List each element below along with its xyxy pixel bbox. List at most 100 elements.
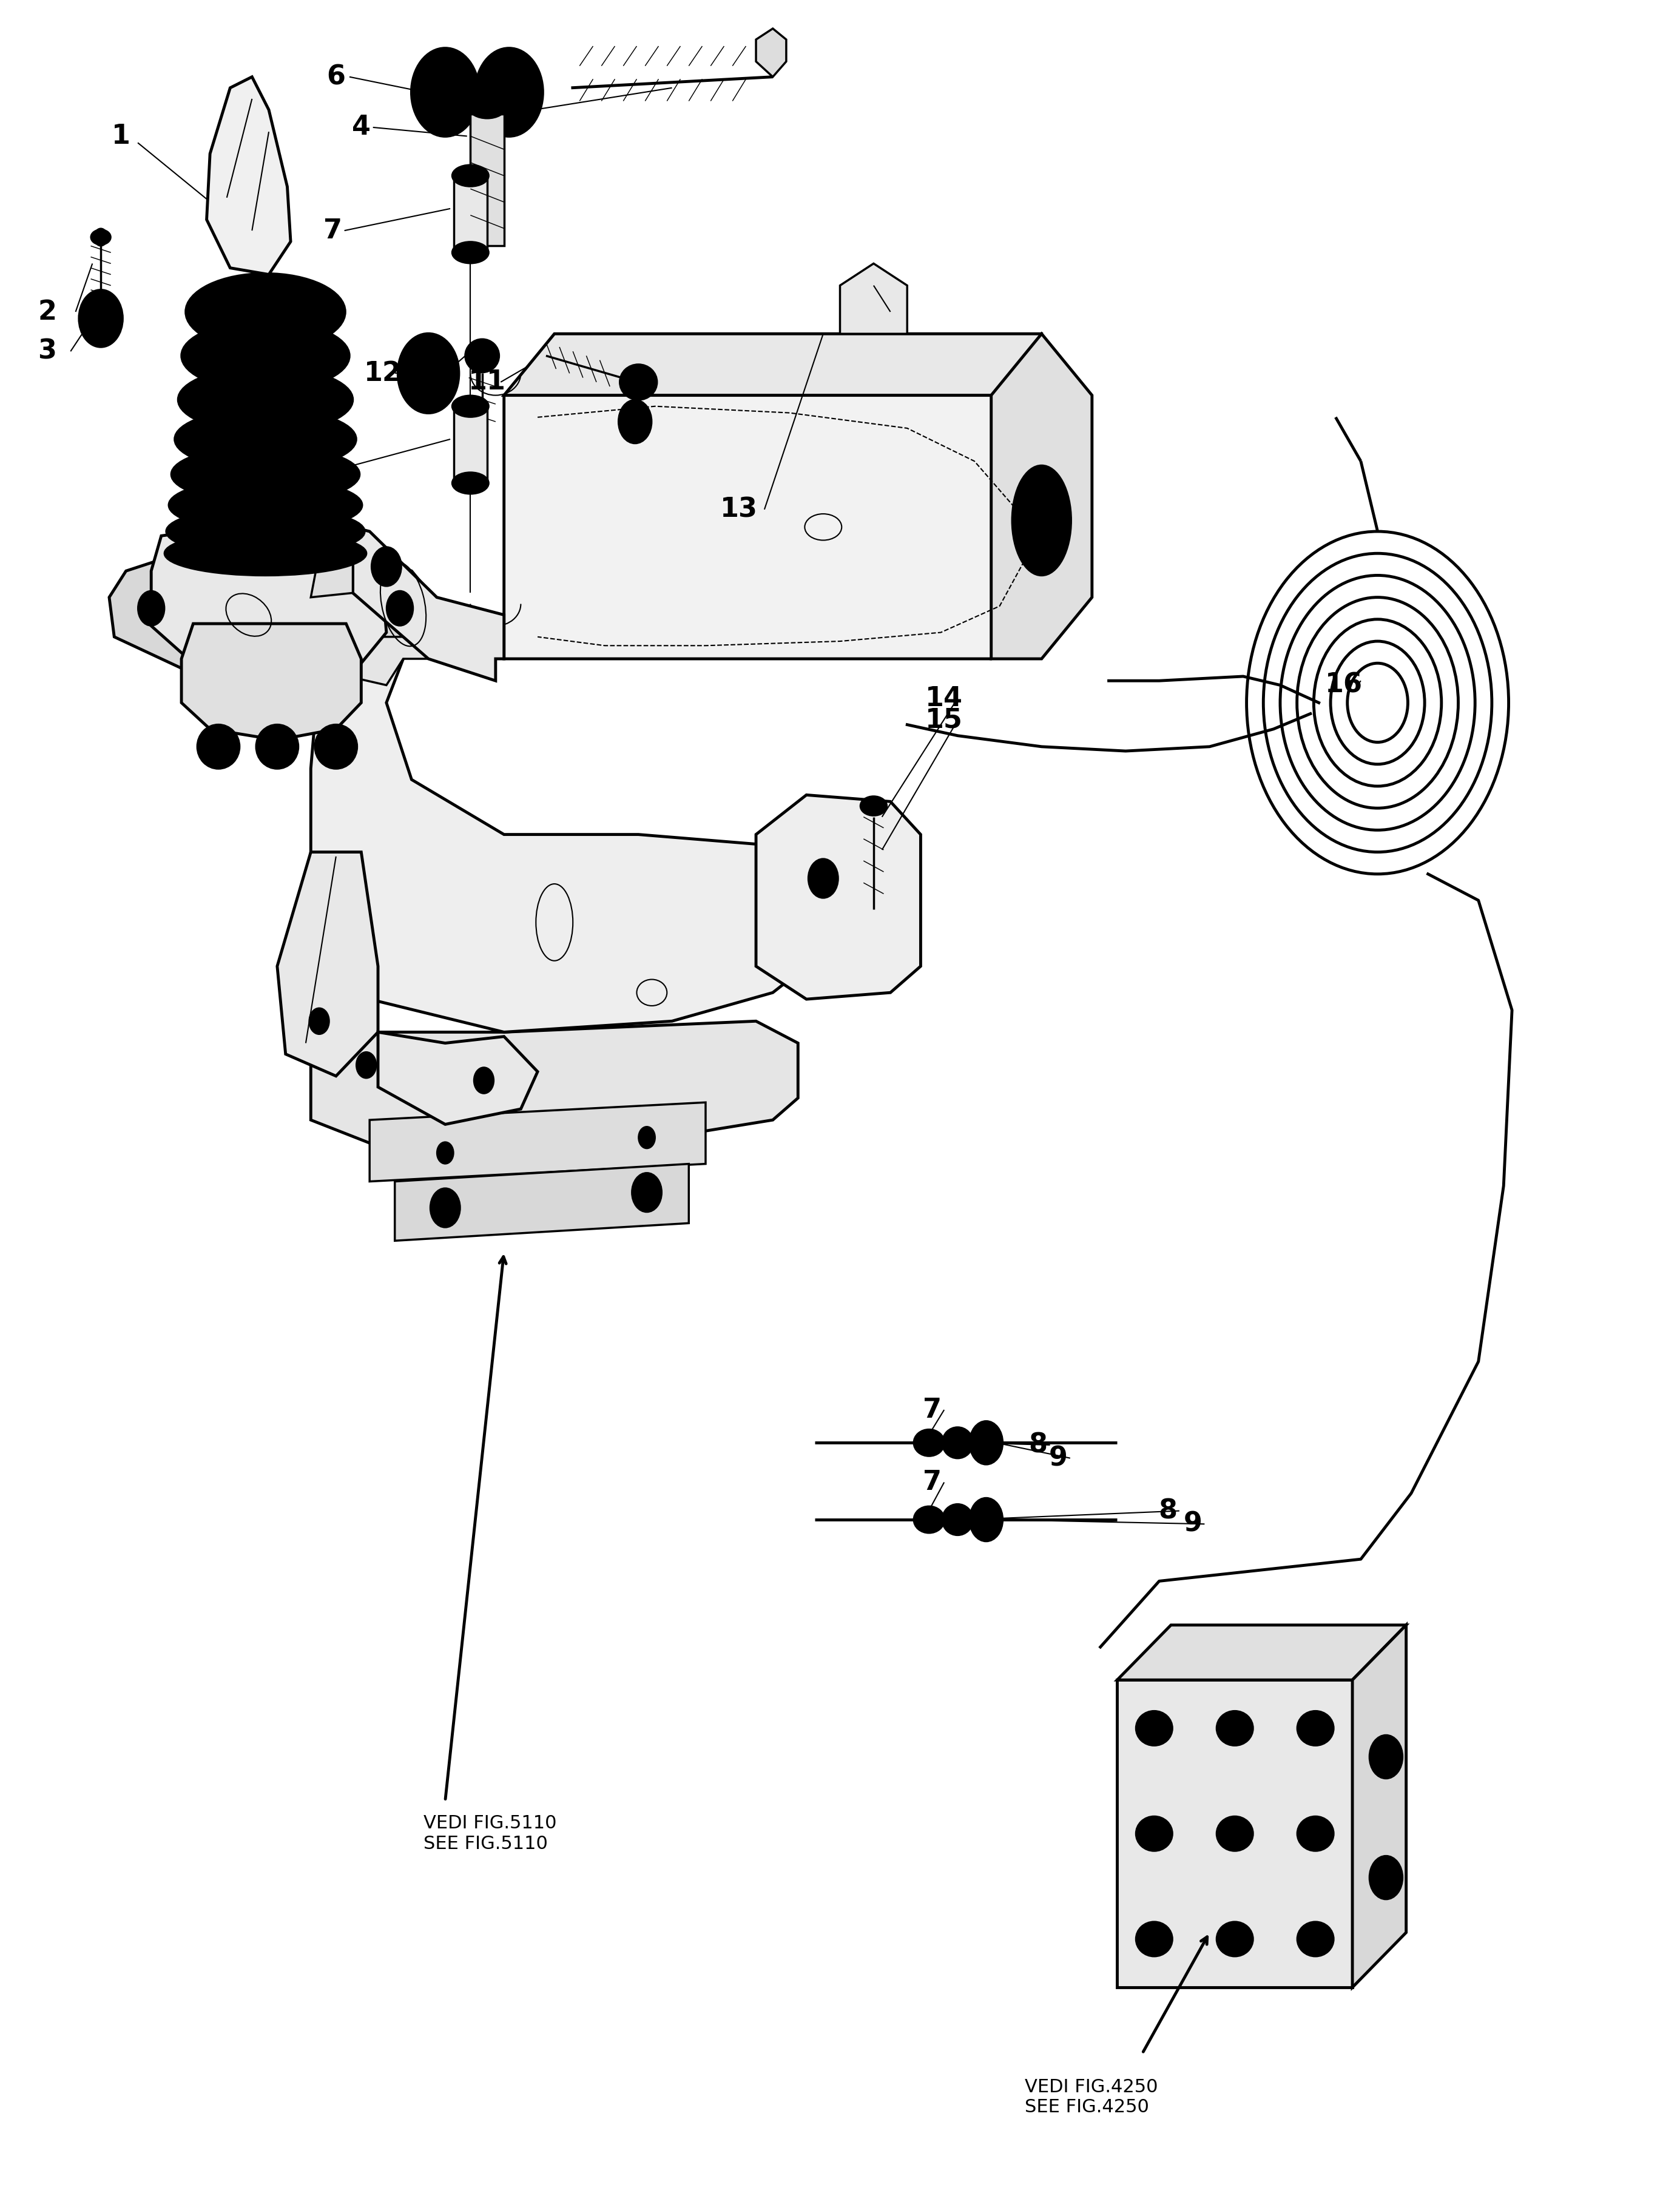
Circle shape [146, 602, 156, 615]
Polygon shape [1117, 1625, 1406, 1680]
Ellipse shape [1011, 466, 1072, 575]
Ellipse shape [198, 725, 240, 769]
Ellipse shape [1297, 1711, 1334, 1746]
Ellipse shape [171, 446, 360, 503]
Ellipse shape [186, 272, 346, 349]
Circle shape [272, 553, 282, 567]
Text: 15: 15 [926, 707, 963, 733]
Ellipse shape [166, 507, 365, 556]
Text: VEDI FIG.5110
SEE FIG.5110: VEDI FIG.5110 SEE FIG.5110 [423, 1814, 556, 1853]
Ellipse shape [1297, 1922, 1334, 1957]
Text: 7: 7 [922, 1397, 942, 1423]
Polygon shape [1352, 1625, 1406, 1987]
Circle shape [492, 70, 526, 114]
Circle shape [969, 1498, 1003, 1542]
Text: 14: 14 [926, 685, 963, 712]
Text: 1: 1 [111, 123, 131, 149]
Circle shape [474, 1067, 494, 1094]
Text: 16: 16 [1326, 672, 1362, 698]
Circle shape [428, 70, 462, 114]
Ellipse shape [1216, 1922, 1253, 1957]
Ellipse shape [452, 472, 489, 494]
Polygon shape [311, 1021, 798, 1146]
Circle shape [1144, 1926, 1164, 1952]
Polygon shape [1117, 1680, 1352, 1987]
Circle shape [415, 356, 442, 391]
Polygon shape [470, 114, 504, 246]
Circle shape [979, 1511, 993, 1528]
Circle shape [94, 228, 108, 246]
Ellipse shape [1025, 483, 1058, 558]
Polygon shape [353, 527, 504, 681]
Circle shape [969, 1421, 1003, 1465]
Circle shape [618, 400, 652, 444]
Circle shape [979, 1434, 993, 1452]
Ellipse shape [452, 242, 489, 264]
Ellipse shape [168, 479, 363, 531]
Text: 8: 8 [1158, 1498, 1178, 1524]
Circle shape [1305, 1926, 1326, 1952]
Text: 5: 5 [511, 97, 531, 123]
Ellipse shape [1136, 1922, 1173, 1957]
Circle shape [430, 1188, 460, 1228]
Circle shape [386, 591, 413, 626]
Text: 11: 11 [469, 369, 506, 395]
Ellipse shape [175, 408, 356, 470]
Ellipse shape [1136, 1711, 1173, 1746]
Ellipse shape [1136, 1816, 1173, 1851]
Ellipse shape [620, 365, 657, 400]
Text: VEDI FIG.4250
SEE FIG.4250: VEDI FIG.4250 SEE FIG.4250 [1025, 2077, 1158, 2117]
Circle shape [475, 48, 543, 136]
Circle shape [422, 365, 435, 382]
Circle shape [371, 547, 402, 586]
Ellipse shape [257, 725, 299, 769]
Circle shape [1369, 1735, 1403, 1779]
Circle shape [1144, 1715, 1164, 1741]
Circle shape [138, 591, 165, 626]
Polygon shape [207, 77, 291, 274]
Polygon shape [454, 176, 487, 253]
Circle shape [437, 81, 454, 103]
Text: 9: 9 [1048, 1445, 1068, 1471]
Circle shape [412, 48, 479, 136]
Text: 4: 4 [351, 114, 371, 141]
Polygon shape [311, 659, 806, 1032]
Ellipse shape [181, 321, 349, 391]
Circle shape [949, 1509, 966, 1531]
Text: 8: 8 [1028, 1432, 1048, 1458]
Text: 3: 3 [37, 338, 57, 365]
Ellipse shape [91, 228, 111, 246]
Circle shape [949, 1432, 966, 1454]
Polygon shape [991, 334, 1092, 659]
Circle shape [79, 290, 123, 347]
Ellipse shape [1216, 1711, 1253, 1746]
Circle shape [1225, 1926, 1245, 1952]
Circle shape [1144, 1820, 1164, 1847]
Ellipse shape [942, 1504, 973, 1535]
Ellipse shape [452, 395, 489, 417]
Polygon shape [181, 624, 361, 740]
Text: 2: 2 [37, 299, 57, 325]
Ellipse shape [914, 1506, 944, 1533]
Polygon shape [756, 29, 786, 77]
Text: 6: 6 [326, 64, 346, 90]
Text: 9: 9 [1183, 1511, 1203, 1537]
Ellipse shape [860, 795, 887, 815]
Text: 13: 13 [721, 496, 758, 523]
Circle shape [632, 1173, 662, 1212]
Circle shape [638, 1127, 655, 1149]
Circle shape [380, 558, 393, 575]
Ellipse shape [1297, 1816, 1334, 1851]
Text: 7: 7 [922, 1469, 942, 1495]
Circle shape [816, 870, 830, 887]
Text: 12: 12 [365, 360, 402, 386]
Polygon shape [454, 406, 487, 483]
Circle shape [309, 1008, 329, 1034]
Polygon shape [370, 1102, 706, 1181]
Polygon shape [311, 527, 353, 597]
Ellipse shape [178, 367, 353, 433]
Circle shape [1305, 1715, 1326, 1741]
Polygon shape [109, 545, 433, 681]
Circle shape [1225, 1715, 1245, 1741]
Circle shape [501, 81, 517, 103]
